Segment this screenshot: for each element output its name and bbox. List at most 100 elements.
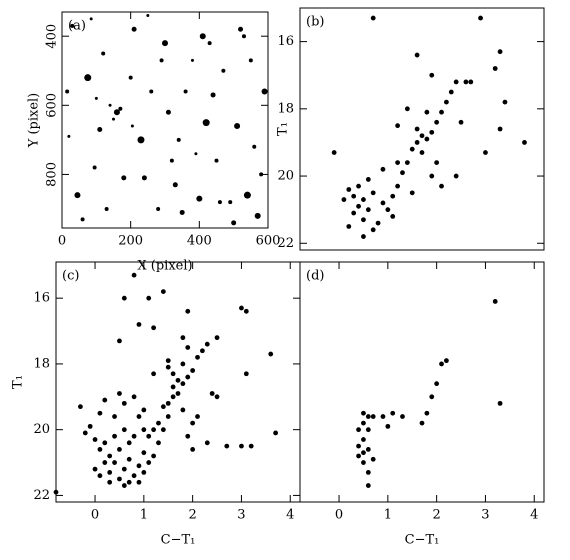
point (370, 227, 376, 233)
point (361, 197, 366, 202)
point (370, 414, 376, 419)
point (351, 193, 357, 199)
point (204, 341, 210, 347)
point (136, 463, 142, 469)
point (185, 374, 191, 380)
point (434, 160, 440, 166)
point (131, 272, 137, 278)
point (180, 381, 186, 387)
y-axis-label: T₁ (11, 375, 26, 389)
point (346, 187, 352, 192)
point (356, 453, 361, 459)
point (151, 427, 157, 433)
y-tick-label: 18 (277, 101, 294, 116)
point (361, 234, 366, 239)
point (453, 79, 459, 85)
point (453, 173, 459, 179)
point (97, 410, 103, 416)
point (136, 479, 142, 485)
point (137, 136, 145, 144)
point (404, 106, 410, 112)
point (199, 33, 206, 40)
point (194, 152, 198, 156)
point (395, 160, 400, 166)
point (190, 446, 196, 452)
x-tick-label: 400 (187, 234, 212, 249)
point (375, 220, 381, 226)
point (121, 400, 127, 406)
point (419, 420, 425, 426)
point (356, 443, 361, 449)
point (419, 133, 425, 139)
point (185, 433, 191, 439)
point (108, 103, 112, 107)
point (351, 210, 357, 216)
point (419, 150, 425, 155)
point (131, 394, 137, 400)
point (395, 183, 400, 189)
point (248, 58, 253, 63)
point (261, 88, 268, 95)
point (390, 193, 396, 199)
point (112, 117, 115, 121)
point (241, 34, 246, 39)
point (126, 479, 132, 485)
point (82, 430, 88, 436)
point (102, 440, 108, 446)
point (165, 400, 171, 406)
point (65, 89, 70, 94)
point (463, 79, 469, 85)
point (126, 456, 132, 462)
point (385, 423, 391, 429)
panel-frame (299, 7, 545, 251)
y-tick-label: 16 (33, 291, 50, 306)
point (497, 49, 503, 55)
point (84, 74, 92, 82)
x-tick-label: 0 (335, 508, 343, 523)
x-axis-label: C−T₁ (405, 533, 440, 548)
point (195, 414, 200, 419)
point (151, 371, 157, 377)
point (458, 119, 464, 125)
point (224, 443, 230, 449)
point (331, 150, 337, 155)
point (117, 391, 122, 396)
y-tick-label: 20 (33, 422, 50, 437)
point (478, 15, 483, 21)
point (361, 420, 366, 426)
point (273, 430, 278, 436)
point (380, 414, 386, 419)
point (217, 200, 222, 205)
point (424, 136, 430, 142)
point (169, 158, 174, 163)
point (214, 394, 220, 400)
point (259, 172, 264, 177)
point (126, 440, 132, 446)
point (492, 299, 498, 304)
point (146, 433, 152, 439)
point (141, 175, 147, 181)
point (439, 183, 444, 189)
point (141, 470, 147, 475)
point (146, 295, 152, 301)
point (117, 446, 122, 452)
point (70, 23, 75, 28)
point (92, 165, 97, 170)
point (361, 460, 366, 465)
point (361, 217, 366, 223)
point (439, 361, 444, 367)
point (128, 75, 133, 80)
point (104, 206, 109, 211)
point (468, 79, 474, 85)
point (179, 209, 185, 215)
point (112, 414, 117, 419)
panel-frame (61, 11, 269, 229)
point (254, 212, 261, 219)
point (121, 295, 127, 301)
point (214, 158, 219, 163)
point (522, 140, 527, 145)
point (94, 96, 98, 100)
point (112, 460, 117, 465)
point (221, 68, 226, 73)
